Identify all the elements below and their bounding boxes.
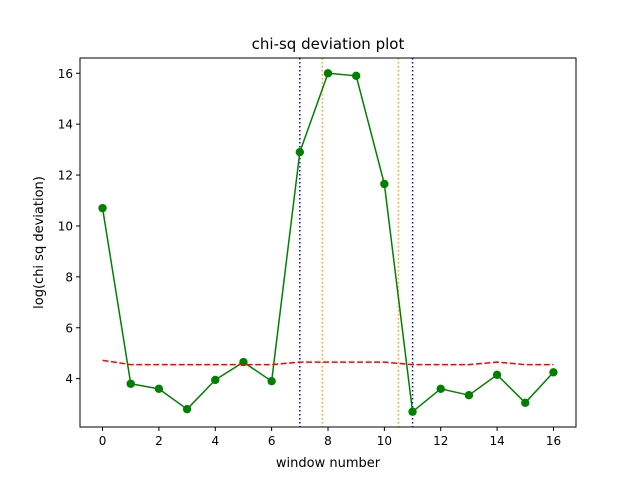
x-tick-label: 6 — [268, 434, 276, 448]
data-point — [98, 203, 107, 213]
x-tick-label: 14 — [489, 434, 504, 448]
data-point — [436, 384, 445, 394]
x-tick-label: 10 — [377, 434, 392, 448]
y-tick-label: 12 — [58, 169, 73, 183]
data-point — [351, 71, 361, 81]
threshold-line — [102, 359, 554, 366]
y-tick-label: 10 — [58, 219, 73, 233]
data-point — [549, 368, 558, 377]
x-tick-label: 8 — [324, 434, 332, 448]
x-tick-label: 12 — [433, 434, 448, 448]
data-point — [492, 370, 502, 380]
data-point — [126, 379, 135, 388]
data-point — [211, 375, 220, 385]
x-tick-label: 4 — [211, 434, 219, 448]
data-point — [380, 179, 389, 189]
data-point — [267, 376, 276, 386]
data-point — [521, 398, 530, 408]
x-tick-label: 0 — [99, 434, 107, 448]
data-point — [464, 390, 474, 400]
y-tick-label: 6 — [65, 321, 73, 335]
data-point — [154, 384, 164, 394]
y-tick-label: 4 — [65, 372, 73, 386]
data-point — [295, 147, 305, 157]
y-tick-label: 8 — [65, 270, 73, 284]
chart-title: chi-sq deviation plot — [252, 35, 405, 53]
data-point — [182, 404, 192, 414]
data-point — [408, 407, 417, 416]
data-point — [323, 69, 333, 78]
x-axis-label: window number — [276, 456, 381, 471]
y-axis-label: log(chi sq deviation) — [32, 176, 47, 309]
y-tick-label: 16 — [58, 67, 73, 81]
y-tick-label: 14 — [58, 118, 73, 132]
x-tick-label: 16 — [546, 434, 561, 448]
x-tick-label: 2 — [155, 434, 163, 448]
